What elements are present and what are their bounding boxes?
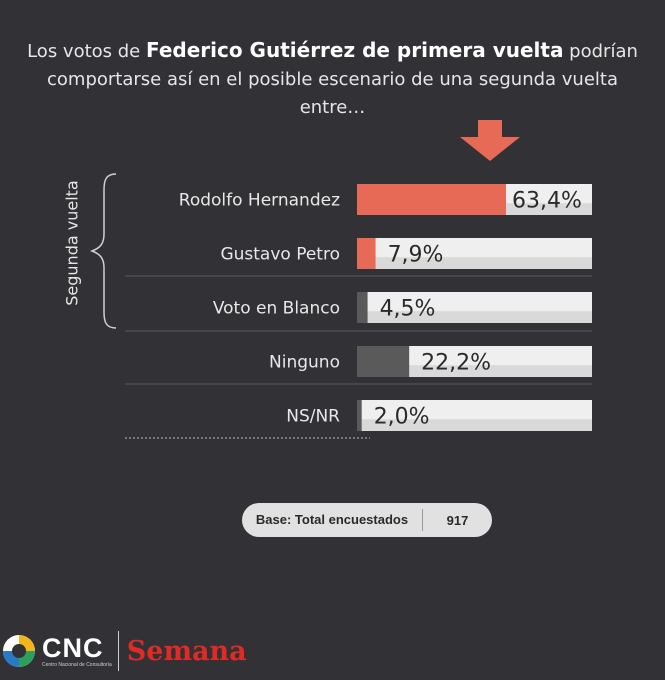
category-label: NS/NR [286,407,340,427]
value-label: 2,0% [374,405,430,430]
value-label: 63,4% [512,189,582,214]
cnc-logo-text: CNC [42,632,104,663]
bar-track-shade [357,257,592,269]
bar-track-shade [357,419,592,431]
value-label: 22,2% [421,351,491,376]
cnc-logo-subtitle: Centro Nacional de Consultoría [42,661,112,668]
bar [357,400,362,431]
brace-icon [89,173,117,329]
title-highlight: Federico Gutiérrez de primera vuelta [145,38,564,62]
bar [357,292,368,323]
category-label: Voto en Blanco [213,299,340,319]
base-label: Base: Total encuestados [242,509,423,531]
down-arrow-icon [460,120,520,161]
category-label: Rodolfo Hernandez [179,191,340,211]
semana-logo: Semana [126,635,247,667]
bar [357,238,376,269]
footer-logos: CNC Centro Nacional de Consultoría Seman… [2,628,247,674]
chart-title: Los votos de Federico Gutiérrez de prime… [20,36,645,122]
category-label: Gustavo Petro [220,245,340,265]
value-label: 7,9% [388,243,444,268]
bar [357,346,410,377]
title-prefix: Los votos de [27,41,146,62]
bar [357,184,506,215]
cnc-logo-icon [3,635,35,667]
base-pill: Base: Total encuestados 917 [242,503,492,537]
value-label: 4,5% [380,297,436,322]
title-line2: comportarse así en el posible escenario … [47,69,618,118]
category-label: Ninguno [269,353,340,373]
bar-track-shade [357,311,592,323]
logo-divider [117,631,119,671]
title-suffix: podrían [563,41,638,62]
base-value: 917 [446,512,469,528]
bar-chart: Rodolfo Hernandez 63,4% Gustavo Petro 7,9% V… [125,184,592,439]
bar-track-shade [357,365,592,377]
